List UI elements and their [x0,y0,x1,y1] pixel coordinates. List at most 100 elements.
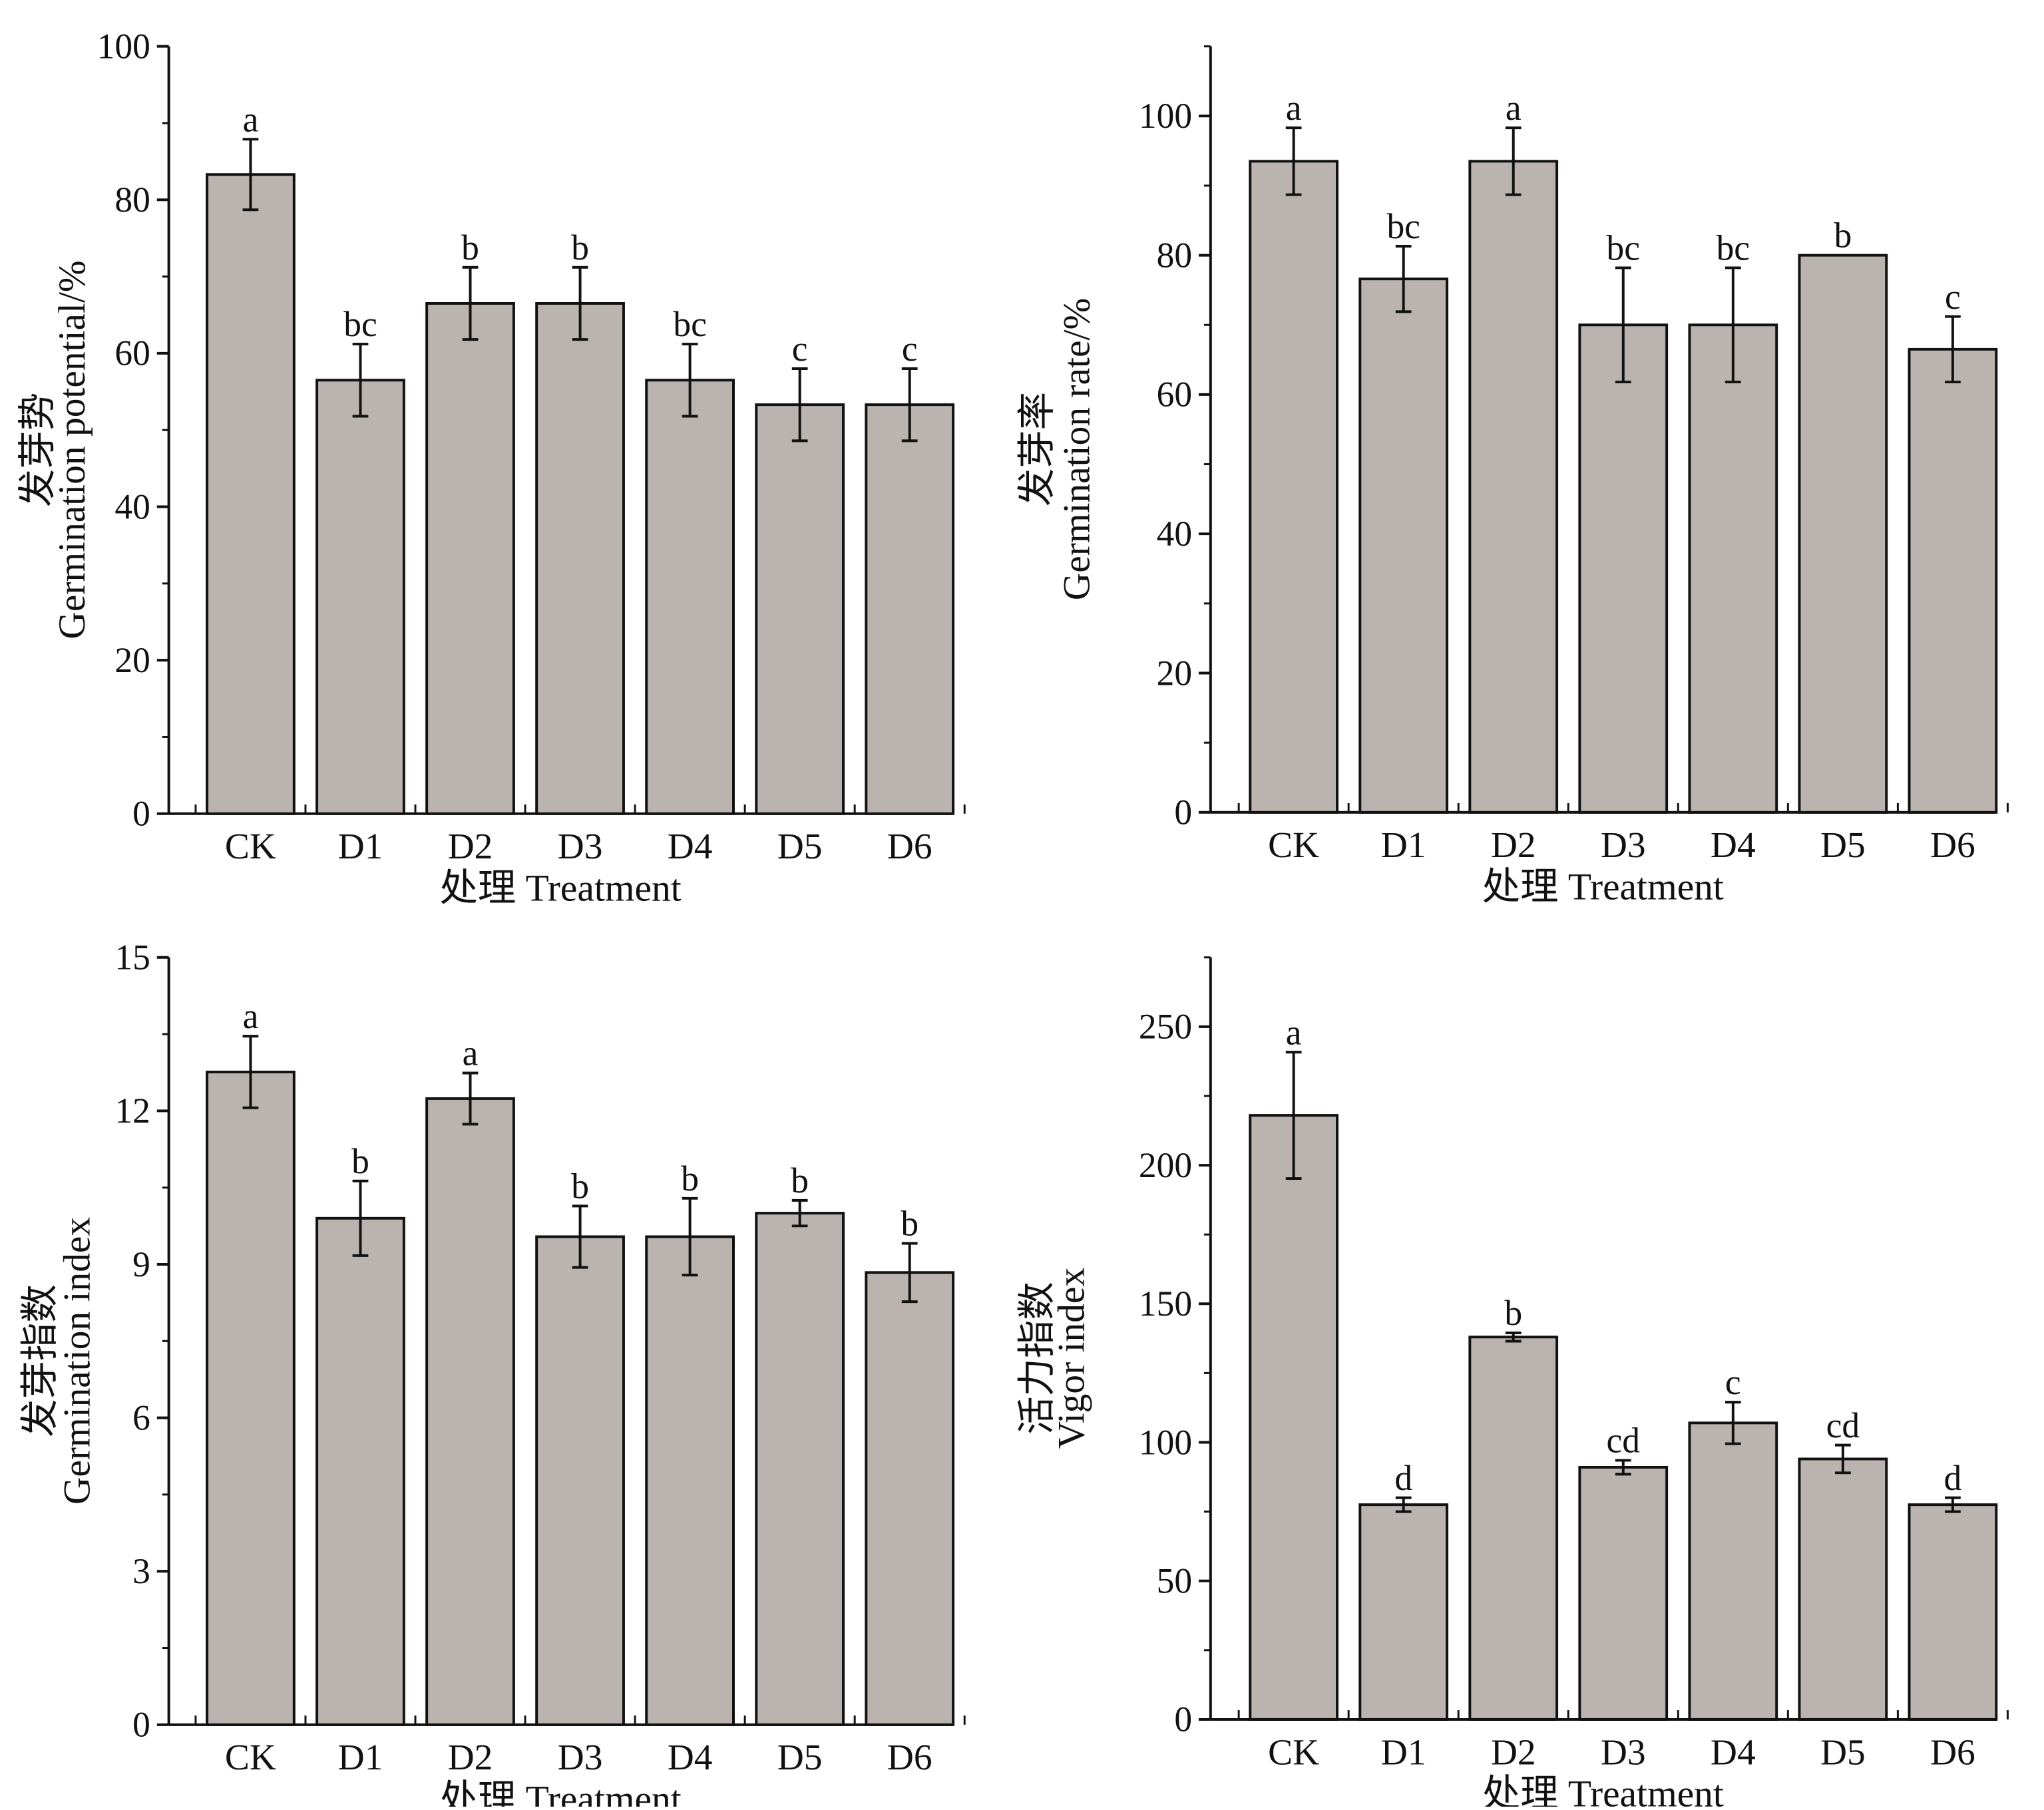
bar-CK [206,1070,296,1726]
x-tick-label: CK [225,1737,276,1777]
x-tick-label: D3 [558,826,603,866]
y-tick-label: 100 [1139,1422,1192,1462]
bar-D6 [865,403,955,815]
bar-D2 [425,301,515,815]
y-tick-label: 20 [114,640,150,680]
bar-D5 [1798,1457,1888,1721]
bar-D1 [1358,277,1449,814]
y-axis-title: Germination index [57,1217,99,1505]
x-tick-label: D5 [1820,824,1866,865]
x-tick-label: D2 [1491,1731,1536,1772]
y-tick-label: 20 [1157,653,1192,693]
x-tick-label: D4 [1711,824,1756,865]
significance-letter: c [1725,1362,1741,1402]
y-tick-label: 80 [1157,235,1192,275]
x-tick-label: D6 [1930,1731,1975,1772]
x-tick-label: D4 [668,826,713,866]
x-tick-label: D3 [558,1737,603,1777]
x-tick-label: D1 [1381,824,1426,865]
x-tick-label: D2 [1491,824,1536,865]
y-tick-label: 60 [114,333,150,373]
y-tick-label: 100 [1139,96,1192,136]
y-tick-label: 50 [1157,1561,1192,1601]
y-axis-title-cn: 发芽指数 [19,1284,61,1437]
x-tick-label: CK [225,826,276,866]
y-tick-label: 15 [114,938,150,978]
bar-CK [206,173,296,815]
bar-D4 [1688,1421,1778,1721]
significance-letter: a [1286,88,1302,128]
y-tick-label: 0 [1174,1700,1192,1739]
significance-letter: b [1834,216,1852,256]
y-tick-label: 150 [1139,1284,1192,1324]
y-tick-label: 12 [114,1091,150,1131]
x-tick-label: D3 [1601,824,1646,865]
bar-D2 [1468,1336,1559,1721]
y-tick-label: 0 [1174,793,1192,832]
significance-letter: a [243,996,259,1036]
y-axis-title-cn: 发芽势 [17,393,59,507]
x-tick-label: D6 [887,826,932,866]
y-axis-title: Germination rate/% [1056,298,1098,601]
y-tick-label: 60 [1157,375,1192,415]
bar-D3 [535,301,625,815]
significance-letter: b [571,228,589,268]
significance-letter: bc [673,304,706,344]
chart-panel-1: 0 20 40 60 80 100 a CK bc D1 b D2 b D3 bc D4 c D5 c D6 处理 Tr… [17,26,966,910]
x-tick-label: D1 [338,826,383,866]
y-tick-label: 250 [1139,1007,1192,1047]
significance-letter: bc [1386,206,1420,246]
bar-D1 [315,379,405,815]
x-tick-label: D2 [448,826,493,866]
significance-letter: d [1394,1458,1412,1498]
bar-D4 [645,1235,735,1726]
significance-letter: bc [1607,228,1640,268]
bar-D6 [1908,1503,1998,1721]
x-tick-label: D5 [1820,1731,1866,1772]
x-axis-title: 处理 Treatment [1482,866,1724,908]
y-tick-label: 80 [114,180,150,220]
significance-letter: a [1506,88,1522,128]
significance-letter: cd [1826,1405,1860,1445]
significance-letter: b [571,1166,589,1206]
y-axis-title: Germination potential/% [51,260,93,639]
bar-D4 [1688,323,1778,814]
y-tick-label: 0 [132,794,150,834]
bar-D5 [1798,254,1888,814]
bar-D5 [755,1212,845,1726]
significance-letter: c [792,329,808,369]
significance-letter: cd [1607,1421,1641,1461]
significance-letter: a [463,1033,479,1073]
chart-panel-4: 0 50 100 150 200 250 a CK d D1 b D2 cd D3 c D4 cd D5 d D6 处理… [1016,956,2009,1810]
x-tick-label: D1 [338,1737,383,1777]
chart-panel-3: 0 3 6 9 12 15 a CK b D1 a D2 b D3 b D4 b D5 b D6 处理 Treatmen… [19,938,966,1810]
y-tick-label: 0 [132,1705,150,1745]
x-tick-label: D6 [887,1737,932,1777]
bar-D3 [1578,1465,1669,1721]
x-tick-label: CK [1268,824,1319,865]
x-tick-label: D6 [1930,824,1975,865]
bar-D3 [1578,323,1669,814]
bar-D5 [755,403,845,815]
bar-D2 [1468,160,1559,814]
y-axis-title: Vigor index [1051,1268,1093,1449]
bar-D6 [1908,347,1998,814]
y-tick-label: 200 [1139,1145,1192,1185]
significance-letter: c [1945,277,1961,317]
significance-letter: a [243,99,259,139]
bar-D1 [315,1216,405,1726]
x-tick-label: D5 [777,1737,823,1777]
bar-CK [1249,1114,1339,1721]
y-tick-label: 9 [132,1244,150,1284]
x-tick-label: D4 [668,1737,713,1777]
significance-letter: d [1944,1458,1962,1498]
significance-letter: b [461,228,479,268]
x-tick-label: D1 [1381,1731,1426,1772]
significance-letter: b [681,1159,699,1198]
chart-panel-2: 0 20 40 60 80 100 a CK bc D1 a D2 bc D3 bc D4 b D5 c D6 处理 T… [1016,45,2009,908]
x-tick-label: D3 [1601,1731,1646,1772]
y-tick-label: 40 [114,486,150,526]
bar-D4 [645,379,735,815]
y-axis-title-cn: 发芽率 [1016,392,1058,506]
